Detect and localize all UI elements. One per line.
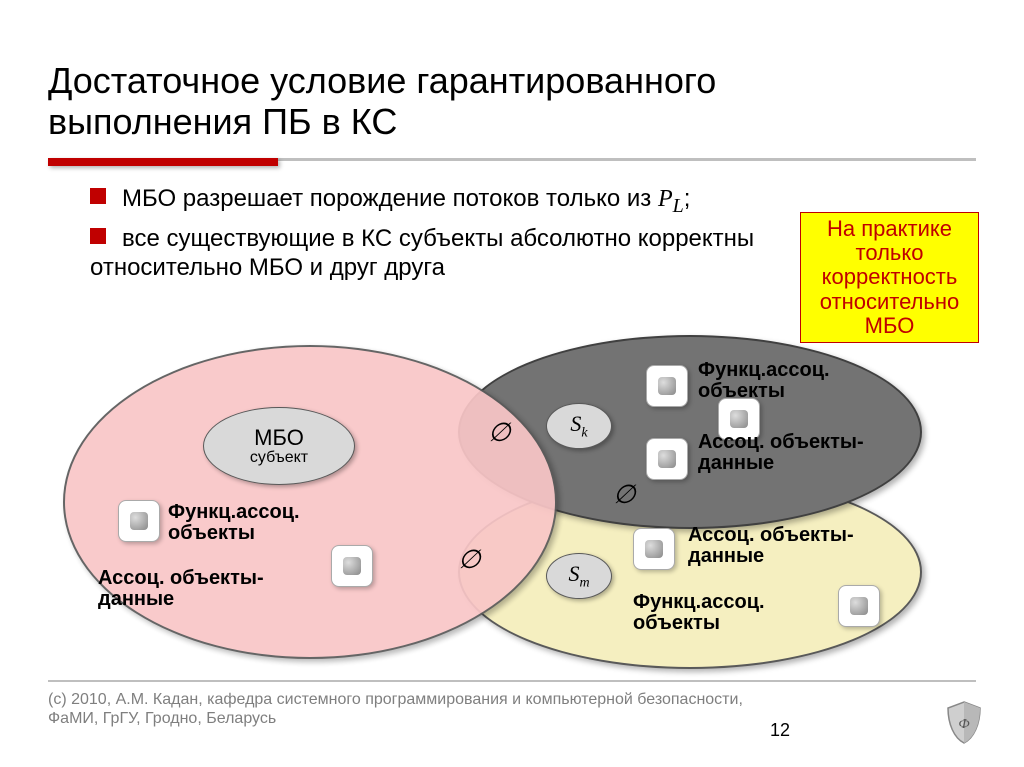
bullet-2: все существующие в КС субъекты абсолютно…	[90, 225, 770, 283]
label-left-func: Функц.ассоц. объекты	[168, 502, 338, 544]
slide: Достаточное условие гарантированного вып…	[0, 0, 1024, 767]
callout-text: На практике только корректность относите…	[820, 216, 960, 338]
mbo-title: МБО	[254, 425, 304, 451]
label-left-data: Ассоц. объекты-данные	[98, 568, 318, 610]
emptyset-3: ∅	[458, 545, 481, 575]
sm-label: Sm	[568, 561, 589, 591]
bullet-1: МБО разрешает порождение потоков только …	[90, 185, 890, 218]
callout-box: На практике только корректность относите…	[800, 212, 979, 343]
footer-text: (с) 2010, А.М. Кадан, кафедра системного…	[48, 690, 748, 728]
sm-ellipse: Sm	[546, 553, 612, 599]
sk-ellipse: Sk	[546, 403, 612, 449]
shield-icon: Ф	[944, 700, 984, 745]
label-top-func: Функц.ассоц. объекты	[698, 360, 898, 402]
mbo-subtitle: субъект	[250, 449, 308, 467]
node-bot-2	[838, 585, 880, 627]
node-top-1	[646, 365, 688, 407]
node-left-1	[118, 500, 160, 542]
svg-text:Ф: Ф	[958, 717, 969, 732]
title-redbar	[48, 158, 278, 166]
label-bot-data: Ассоц. объекты-данные	[688, 525, 908, 567]
mbo-subject: МБО субъект	[203, 407, 355, 485]
bullet-marker	[90, 228, 106, 244]
label-bot-func: Функц.ассоц. объекты	[633, 592, 833, 634]
venn-diagram: ∅ ∅ ∅ МБО субъект Sk Sm Функц.ассоц. объ…	[48, 330, 976, 670]
footer-line	[48, 680, 976, 682]
slide-title: Достаточное условие гарантированного вып…	[48, 60, 878, 143]
emptyset-1: ∅	[488, 418, 511, 448]
label-top-data: Ассоц. объекты-данные	[698, 432, 918, 474]
node-top-3	[646, 438, 688, 480]
emptyset-2: ∅	[613, 480, 636, 510]
sk-label: Sk	[570, 411, 587, 441]
node-bot-1	[633, 528, 675, 570]
bullet-marker	[90, 188, 106, 204]
page-number: 12	[770, 720, 790, 741]
node-left-2	[331, 545, 373, 587]
